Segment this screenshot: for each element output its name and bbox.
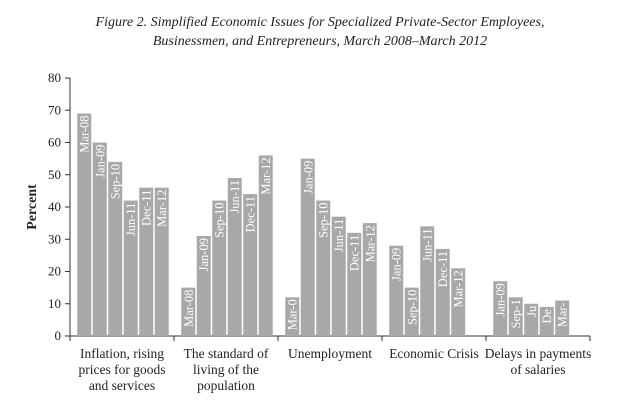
x-category-label: Inflation, rising	[80, 346, 164, 361]
bar-data-label: Jan-09	[494, 283, 508, 316]
bar-data-label: Jan-09	[390, 248, 404, 281]
bar-data-label: Dec-11	[348, 235, 362, 271]
x-category-label: of salaries	[510, 362, 565, 377]
bar-data-label: Mar-08	[182, 290, 196, 327]
bar	[524, 303, 539, 336]
chart-title-line-2: Businessmen, and Entrepreneurs, March 20…	[152, 34, 488, 49]
y-tick-label: 30	[48, 231, 61, 246]
bar	[108, 161, 123, 336]
bar-data-label: Jan-09	[93, 145, 107, 178]
bar-data-label: Mar-12	[155, 190, 169, 227]
bar-data-label: Dec-11	[140, 190, 154, 226]
bar-data-label: Mar-	[556, 303, 570, 328]
y-axis-label: Percent	[25, 184, 40, 230]
bar	[451, 268, 466, 336]
x-category-label: Economic Crisis	[389, 346, 479, 361]
bar	[123, 200, 138, 336]
bar-data-label: Ju	[525, 305, 539, 317]
bar	[389, 245, 404, 336]
bar-data-label: Dec-11	[436, 251, 450, 287]
y-tick-label: 40	[48, 199, 61, 214]
bar-data-label: Jan-09	[197, 238, 211, 271]
bar	[196, 236, 211, 336]
bar	[493, 281, 508, 336]
bar-data-label: Jun-11	[124, 203, 138, 237]
bar-data-label: Jun-11	[228, 180, 242, 214]
bar	[154, 187, 169, 336]
bar	[404, 287, 419, 336]
bar-data-label: Mar-12	[452, 270, 466, 307]
bar-data-label: De	[540, 309, 554, 324]
bar-data-label: Mar-12	[363, 225, 377, 262]
bar	[555, 300, 570, 336]
y-tick-label: 60	[48, 135, 61, 150]
bar	[539, 306, 554, 336]
y-tick-label: 80	[48, 70, 61, 85]
bar-data-label: Sep-1	[509, 299, 523, 328]
bar-data-label: Jun-11	[421, 228, 435, 262]
bar-data-label: Jun-11	[332, 219, 346, 253]
bar	[227, 177, 242, 336]
x-category-label: living of the	[193, 362, 259, 377]
bar-data-label: Sep-10	[109, 164, 123, 199]
bar-data-label: Mar-08	[78, 115, 92, 152]
x-category-label: The standard of	[184, 346, 269, 361]
x-category-label: Delays in payments	[485, 346, 591, 361]
bar-data-label: Mar-12	[259, 157, 273, 194]
x-category-label: and services	[89, 378, 155, 393]
bar-data-label: Dec-11	[244, 196, 258, 232]
bar	[331, 216, 346, 336]
bar	[181, 287, 196, 336]
y-tick-label: 10	[48, 296, 61, 311]
y-tick-label: 0	[55, 328, 62, 343]
bar	[92, 142, 107, 336]
y-tick-label: 50	[48, 167, 61, 182]
bar-data-label: Mar-0	[286, 299, 300, 330]
y-tick-label: 20	[48, 264, 61, 279]
chart-title-line-1: Figure 2. Simplified Economic Issues for…	[95, 15, 545, 30]
bar	[420, 226, 435, 336]
bar-data-label: Jan-09	[301, 161, 315, 194]
x-category-label: prices for goods	[79, 362, 166, 377]
bar	[300, 158, 315, 336]
bar-data-label: Sep-10	[405, 290, 419, 325]
bar	[316, 200, 331, 336]
bar	[139, 187, 154, 336]
bar-data-label: Sep-10	[317, 203, 331, 238]
bar	[435, 248, 450, 336]
bar	[258, 155, 273, 336]
bar	[212, 200, 227, 336]
x-category-label: population	[197, 378, 255, 393]
bar	[362, 223, 377, 336]
bar	[508, 297, 523, 336]
x-category-label: Unemployment	[288, 346, 372, 361]
y-tick-label: 70	[48, 102, 61, 117]
bar	[77, 113, 92, 336]
bar	[243, 194, 258, 336]
bar-data-label: Sep-10	[213, 203, 227, 238]
bar	[347, 232, 362, 336]
bar	[285, 297, 300, 336]
